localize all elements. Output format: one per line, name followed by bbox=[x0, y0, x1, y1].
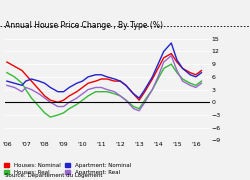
Text: Source: Departement du Logement: Source: Departement du Logement bbox=[5, 173, 102, 178]
Legend: Houses: Nominal, Houses: Real, Apartment: Nominal, Apartment: Real: Houses: Nominal, Houses: Real, Apartment… bbox=[4, 163, 131, 175]
Text: Annual House Price Change , By Type (%): Annual House Price Change , By Type (%) bbox=[5, 21, 163, 30]
